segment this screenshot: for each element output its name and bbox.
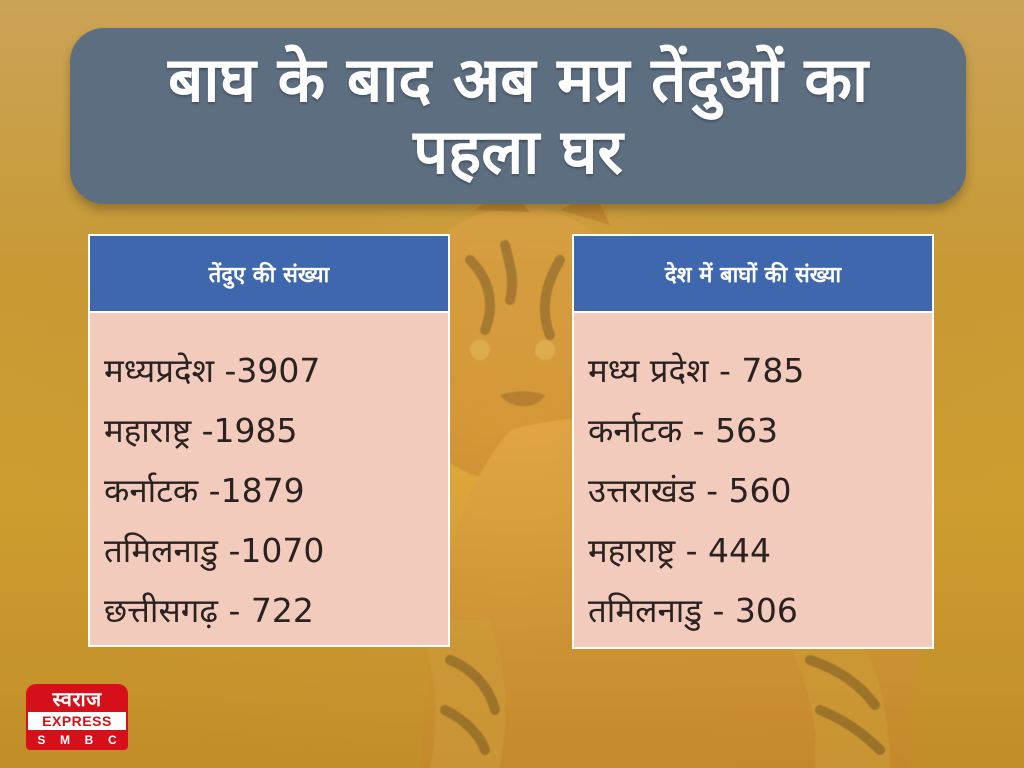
- logo-bottom-strip: S M B C: [26, 730, 128, 750]
- logo-letter: C: [107, 733, 117, 747]
- logo-letter: S: [37, 733, 46, 747]
- leopard-count-header: तेंदुए की संख्या: [90, 236, 448, 313]
- tiger-count-list: मध्य प्रदेश - 785 कर्नाटक - 563 उत्तराखं…: [574, 313, 932, 641]
- list-item: मध्यप्रदेश -3907: [104, 351, 321, 390]
- logo-middle-text: EXPRESS: [26, 712, 128, 730]
- swaraj-express-logo: स्वराज EXPRESS S M B C: [26, 684, 128, 750]
- logo-top-text: स्वराज: [26, 684, 128, 712]
- tiger-count-header: देश में बाघों की संख्या: [574, 236, 932, 313]
- leopard-count-card: तेंदुए की संख्या मध्यप्रदेश -3907 महाराष…: [88, 234, 450, 647]
- list-item: कर्नाटक - 563: [588, 411, 779, 450]
- list-item: कर्नाटक -1879: [104, 471, 305, 510]
- page-title: बाघ के बाद अब मप्र तेंदुओं का पहला घर: [167, 43, 869, 188]
- leopard-count-list: मध्यप्रदेश -3907 महाराष्ट्र -1985 कर्नाट…: [90, 313, 448, 641]
- logo-letter: M: [60, 733, 70, 747]
- list-item: उत्तराखंड - 560: [588, 471, 792, 510]
- list-item: तमिलनाडु - 306: [588, 591, 798, 630]
- tiger-count-card: देश में बाघों की संख्या मध्य प्रदेश - 78…: [572, 234, 934, 649]
- logo-letter: B: [84, 733, 94, 747]
- list-item: महाराष्ट्र - 444: [588, 531, 771, 570]
- list-item: तमिलनाडु -1070: [104, 531, 325, 570]
- list-item: महाराष्ट्र -1985: [104, 411, 298, 450]
- list-item: मध्य प्रदेश - 785: [588, 351, 805, 390]
- title-banner: बाघ के बाद अब मप्र तेंदुओं का पहला घर: [70, 28, 966, 204]
- list-item: छत्तीसगढ़ - 722: [104, 591, 314, 630]
